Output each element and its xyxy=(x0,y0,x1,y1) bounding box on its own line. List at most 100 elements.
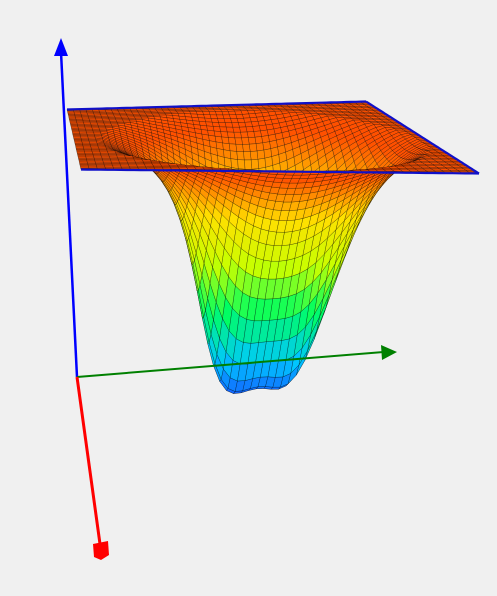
mesh-cell xyxy=(93,155,102,158)
mesh-cell xyxy=(80,166,90,169)
mesh-cell xyxy=(242,144,251,152)
y-axis-line xyxy=(76,351,384,378)
rim-right-edge xyxy=(365,100,480,175)
mesh-cell xyxy=(240,131,249,139)
mesh-cell xyxy=(93,131,101,134)
mesh-cell xyxy=(83,148,92,150)
mesh-cell xyxy=(93,158,103,160)
mesh-cell xyxy=(78,158,87,160)
mesh-cell xyxy=(91,149,100,151)
mesh-cell xyxy=(100,155,110,158)
mesh-cell xyxy=(87,163,97,165)
mesh-cell xyxy=(237,159,246,170)
mesh-cell xyxy=(82,145,92,148)
mesh-cell xyxy=(224,122,234,128)
mesh-cell xyxy=(83,146,92,149)
mesh-cell xyxy=(84,127,93,130)
mesh-cell xyxy=(88,165,98,168)
mesh-cell xyxy=(229,150,238,160)
mesh-cell xyxy=(81,139,90,141)
mesh-cell xyxy=(86,134,95,136)
mesh-cell xyxy=(230,158,239,169)
x-axis-line xyxy=(75,376,102,545)
rim-front-edge xyxy=(80,168,480,175)
mesh-cell xyxy=(247,137,257,145)
mesh-cell xyxy=(289,178,300,184)
mesh-cell xyxy=(151,163,162,166)
mesh-cell xyxy=(79,161,88,164)
mesh-cell xyxy=(256,149,265,160)
mesh-cell xyxy=(116,154,125,157)
mesh-cell xyxy=(235,144,244,152)
surface-mesh xyxy=(66,100,480,394)
mesh-cell xyxy=(128,164,138,167)
mesh-cell xyxy=(109,158,119,160)
mesh-cell xyxy=(99,151,109,154)
mesh-cell xyxy=(98,148,107,150)
mesh-cell xyxy=(212,126,221,132)
mesh-cell xyxy=(254,136,263,144)
mesh-cell xyxy=(291,174,302,179)
mesh-cell xyxy=(70,124,78,126)
mesh-cell xyxy=(222,114,231,119)
mesh-cell xyxy=(257,157,266,169)
mesh-cell xyxy=(86,159,96,161)
mesh-cell xyxy=(78,159,88,161)
mesh-cell xyxy=(112,167,123,169)
mesh-cell xyxy=(76,149,85,151)
mesh-cell xyxy=(84,153,94,155)
mesh-cell xyxy=(91,150,101,153)
mesh-cell xyxy=(234,137,243,145)
mesh-cell xyxy=(210,118,219,123)
mesh-cell xyxy=(221,136,230,145)
mesh-cell xyxy=(77,155,87,158)
mesh-cell xyxy=(108,154,118,157)
mesh-cell xyxy=(86,160,96,163)
mesh-cell xyxy=(79,164,89,166)
mesh-cell xyxy=(153,166,163,168)
mesh-cell xyxy=(203,114,212,119)
mesh-cell xyxy=(133,158,143,160)
mesh-cell xyxy=(127,163,137,166)
mesh-cell xyxy=(215,111,224,116)
mesh-cell xyxy=(233,132,242,139)
mesh-cell xyxy=(220,131,229,138)
mesh-cell xyxy=(124,155,134,158)
mesh-cell xyxy=(253,130,262,138)
mesh-cell xyxy=(236,151,245,161)
mesh-cell xyxy=(151,162,161,164)
mesh-cell xyxy=(134,117,143,120)
mesh-cell xyxy=(228,143,238,152)
mesh-cell xyxy=(231,122,240,128)
mesh-cell xyxy=(223,118,232,123)
mesh-cell xyxy=(216,114,225,119)
mesh-cell xyxy=(255,142,264,152)
mesh-cell xyxy=(77,154,86,156)
mesh-cell xyxy=(134,160,144,163)
mesh-cell xyxy=(76,153,86,155)
mesh-cell xyxy=(250,150,259,161)
mesh-cell xyxy=(246,131,256,138)
mesh-cell xyxy=(99,128,108,131)
mesh-cell xyxy=(218,122,227,128)
mesh-cell xyxy=(102,159,112,162)
mesh-cell xyxy=(225,126,235,133)
mesh-cell xyxy=(85,156,95,159)
mesh-cell xyxy=(89,141,98,144)
mesh-cell xyxy=(251,121,260,127)
mesh-cell xyxy=(116,155,126,158)
mesh-cell xyxy=(261,135,270,144)
mesh-cell xyxy=(239,126,248,133)
y-axis-arrow-head xyxy=(381,345,397,360)
mesh-cell xyxy=(244,159,253,170)
mesh-cell xyxy=(227,131,236,139)
mesh-cell xyxy=(102,160,112,163)
mesh-cell xyxy=(243,151,252,161)
mesh-cell xyxy=(152,164,163,167)
mesh-cell xyxy=(97,145,107,148)
mesh-cell xyxy=(107,151,117,154)
mesh-cell xyxy=(84,150,93,153)
mesh-cell xyxy=(74,143,83,145)
